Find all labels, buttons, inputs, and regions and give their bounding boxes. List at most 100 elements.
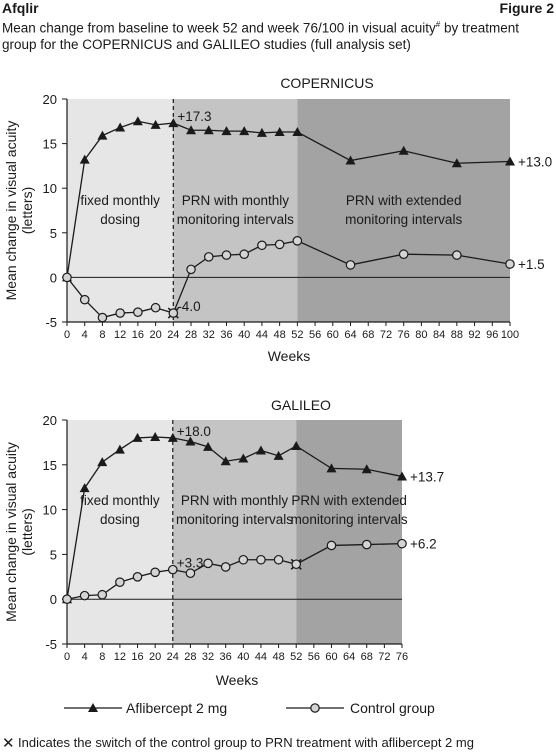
phase-label-line2: monitoring intervals [176,512,293,527]
y-tick-label: 10 [43,181,57,196]
x-tick-label: 84 [433,329,445,341]
x-tick-label: 60 [325,651,337,663]
aflibercept-point [186,125,197,135]
aflibercept-point [326,463,337,473]
aflibercept-point [114,444,125,454]
x-tick-label: 80 [415,329,427,341]
aflibercept-point [345,155,356,165]
panel-title: GALILEO [271,397,331,413]
phase-label-line1: PRN with extended [291,493,407,508]
phase-label-line2: monitoring intervals [177,212,294,227]
y-tick-label: 5 [50,226,57,241]
footnote: ✕ Indicates the switch of the control gr… [2,735,474,752]
x-tick-label: 4 [82,651,88,663]
y-tick-label: 15 [43,458,57,473]
control-point [257,240,267,251]
x-tick-label: 100 [501,329,519,341]
x-tick-label: 12 [114,651,126,663]
x-tick-label: 4 [82,329,88,341]
phase-band-3 [297,99,510,322]
control-point [167,564,178,575]
x-tick-label: 0 [64,651,70,663]
phase-band-2 [173,99,298,322]
aflibercept-point [203,441,214,451]
control-point [326,540,337,551]
x-tick-label: 48 [272,651,284,663]
x-tick-label: 16 [132,329,144,341]
x-tick-label: 88 [451,329,463,341]
panel-title: COPERNICUS [280,75,373,91]
figure-title-part2: by treatment group for the COPERNICUS an… [2,20,520,52]
y-axis-label-line2: (letters) [19,508,35,555]
x-tick-label: 8 [99,329,105,341]
aflibercept-point [132,116,143,126]
x-tick-label: 56 [308,651,320,663]
x-tick-label: 52 [290,651,302,663]
x-tick-label: 52 [291,329,303,341]
control-point [274,239,285,250]
control-point [132,571,143,582]
aflibercept-point [185,436,196,446]
aflibercept-point [168,118,179,128]
value-annotation: +13.0 [518,154,552,169]
value-annotation: -4.0 [177,299,200,314]
y-tick-label: 0 [50,270,57,285]
control-point [505,259,515,269]
phase-label-line2: dosing [100,512,140,527]
x-tick-label: 64 [343,651,355,663]
x-tick-label: 28 [185,329,197,341]
aflibercept-point [255,445,266,455]
control-point [452,250,462,260]
aflibercept-point [273,450,284,460]
x-tick-label: 24 [167,329,179,341]
x-tick-label: 44 [255,651,267,663]
x-tick-label: 60 [327,329,339,341]
value-annotation: +18.0 [177,424,211,439]
y-tick-label: 10 [43,503,57,518]
aflibercept-point [79,483,90,493]
aflibercept-point [291,440,302,450]
control-point [62,594,72,604]
x-tick-label: 0 [64,329,70,341]
aflibercept-point [361,464,372,474]
control-point [238,554,249,565]
control-point [133,307,143,317]
page-header: Afqlir Figure 2 [2,0,554,16]
x-tick-label: 68 [361,651,373,663]
x-tick-label: 16 [131,651,143,663]
control-point [97,312,108,323]
aflibercept-point [132,432,143,442]
control-point [221,250,232,260]
aflibercept-point [203,125,214,135]
phase-label-line1: fixed monthly [80,193,160,208]
control-point [345,260,356,270]
control-point [150,567,160,578]
aflibercept-point [274,127,285,137]
y-axis-label: Mean change in visual acuity(letters) [3,121,35,301]
figure-title-part1: Mean change from baseline to week 52 and… [2,20,436,36]
control-point [62,272,72,283]
phase-label-line2: dosing [100,212,140,227]
x-tick-label: 24 [167,651,179,663]
value-annotation: +3.3 [177,556,204,571]
x-tick-label: 64 [344,329,356,341]
aflibercept-point [397,471,407,481]
aflibercept-point [221,126,232,136]
control-point [168,308,179,318]
x-tick-label: 92 [468,329,480,341]
aflibercept-point [292,127,303,137]
x-tick-label: 20 [149,651,161,663]
control-point [220,562,231,572]
figure-title-footnote-mark: # [435,20,441,29]
x-tick-label: 36 [220,651,232,663]
y-tick-label: 20 [43,92,57,107]
value-annotation: +13.7 [410,469,444,484]
legend-aflibercept-marker [88,703,98,712]
x-tick-label: 72 [378,651,390,663]
y-axis-label-line1: Mean change in visual acuity [3,121,19,301]
x-tick-label: 96 [486,329,498,341]
y-tick-label: -5 [45,315,57,330]
control-point [79,590,90,601]
